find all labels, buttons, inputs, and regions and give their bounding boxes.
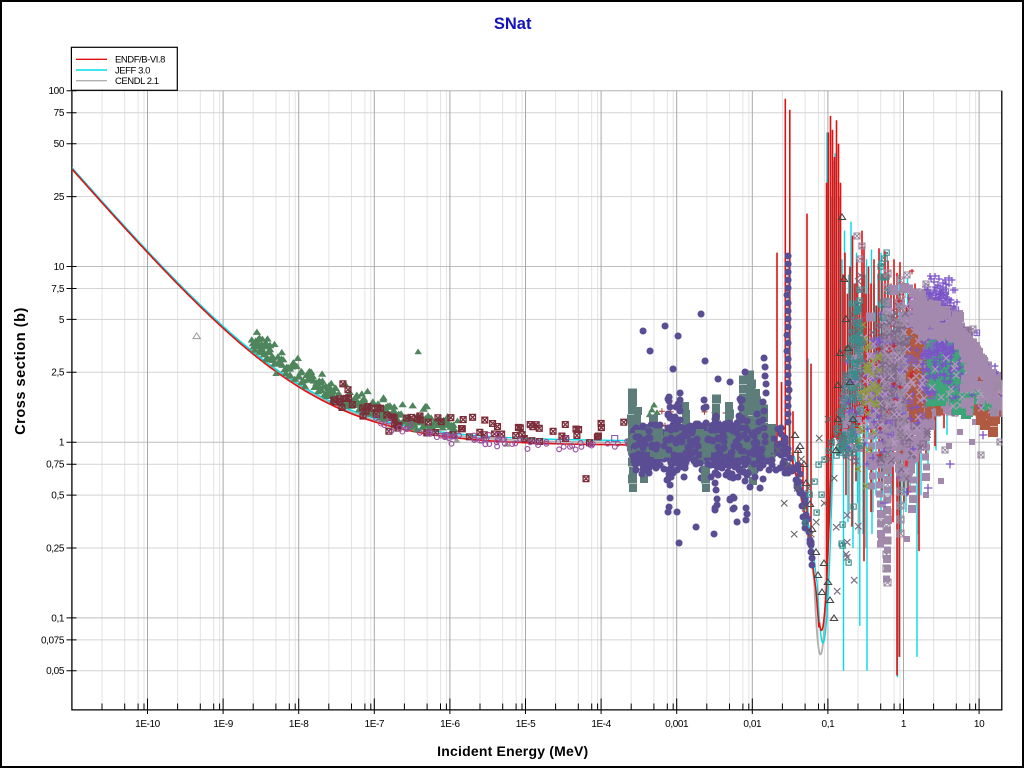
svg-text:50: 50 [54, 139, 65, 150]
svg-text:1E-6: 1E-6 [440, 719, 460, 730]
svg-text:0,1: 0,1 [51, 613, 65, 624]
svg-text:10: 10 [974, 719, 985, 730]
svg-text:75: 75 [54, 108, 65, 119]
svg-text:5: 5 [59, 315, 65, 326]
svg-text:CENDL 2.1: CENDL 2.1 [115, 76, 159, 87]
svg-text:2,5: 2,5 [51, 368, 65, 379]
svg-text:0,01: 0,01 [743, 719, 762, 730]
svg-text:0,05: 0,05 [46, 666, 65, 677]
svg-text:JEFF 3.0: JEFF 3.0 [115, 65, 150, 76]
svg-text:0,75: 0,75 [46, 460, 65, 471]
svg-text:0,25: 0,25 [46, 543, 65, 554]
svg-text:1E-4: 1E-4 [591, 719, 611, 730]
svg-text:0,075: 0,075 [41, 635, 65, 646]
svg-text:ENDF/B-VI.8: ENDF/B-VI.8 [115, 55, 165, 66]
svg-text:Cross section (b): Cross section (b) [13, 307, 29, 435]
svg-text:1E-9: 1E-9 [213, 719, 233, 730]
svg-text:1E-5: 1E-5 [516, 719, 536, 730]
svg-text:0,1: 0,1 [822, 719, 836, 730]
svg-text:1E-10: 1E-10 [135, 719, 161, 730]
svg-text:100: 100 [49, 86, 65, 97]
svg-text:1E-8: 1E-8 [289, 719, 309, 730]
svg-text:0,5: 0,5 [51, 491, 65, 502]
svg-text:1: 1 [901, 719, 907, 730]
svg-text:7,5: 7,5 [51, 284, 65, 295]
svg-text:1: 1 [59, 438, 65, 449]
svg-text:10: 10 [54, 262, 65, 273]
svg-text:1E-7: 1E-7 [365, 719, 385, 730]
svg-text:25: 25 [54, 192, 65, 203]
svg-text:0,001: 0,001 [665, 719, 689, 730]
svg-text:Incident Energy (MeV): Incident Energy (MeV) [437, 743, 588, 759]
svg-text:SNat: SNat [494, 15, 532, 33]
